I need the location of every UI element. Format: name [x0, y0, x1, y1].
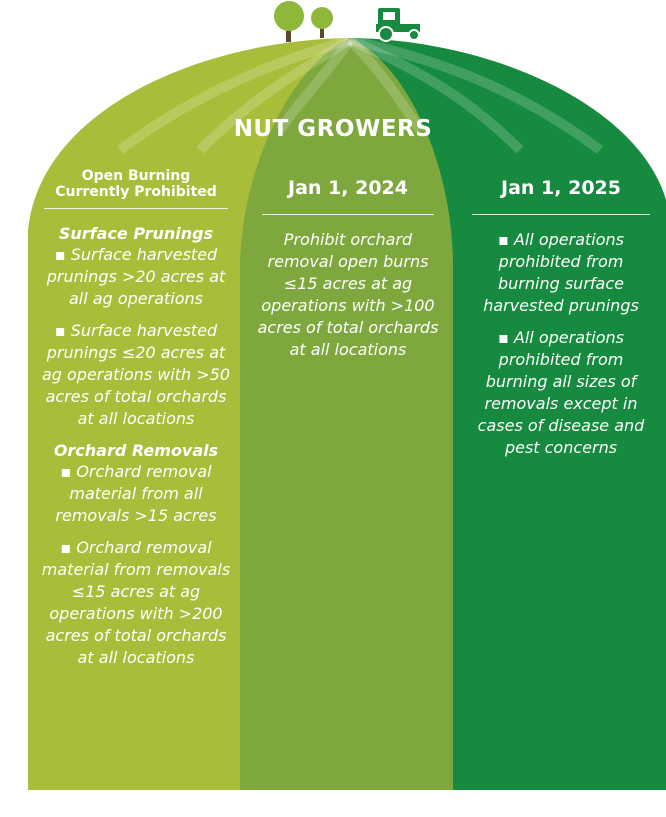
- column-heading: Jan 1, 2025: [472, 168, 650, 215]
- text-block: Surface Prunings▪ Surface harvested prun…: [38, 223, 234, 430]
- text-block: ▪ All operations prohibited from burning…: [466, 229, 656, 459]
- subheading: Orchard Removals: [38, 440, 234, 461]
- title: NUT GROWERS: [0, 116, 666, 142]
- text-block: Orchard Removals▪ Orchard removal materi…: [38, 440, 234, 669]
- column: Jan 1, 2024 Prohibit orchard removal open…: [256, 168, 440, 371]
- item-text: Prohibit orchard removal open burns ≤15 …: [256, 229, 440, 361]
- tractor-icon: [376, 8, 420, 41]
- infographic: NUT GROWERS Open Burning Currently Prohi…: [0, 0, 666, 817]
- column: Open Burning Currently Prohibited Surface…: [38, 168, 234, 679]
- item-text: ▪ Surface harvested prunings >20 acres a…: [38, 244, 234, 310]
- item-text: ▪ Surface harvested prunings ≤20 acres a…: [38, 320, 234, 430]
- item-text: ▪ Orchard removal material from all remo…: [38, 461, 234, 527]
- item-text: ▪ Orchard removal material from removals…: [38, 537, 234, 669]
- subheading: Surface Prunings: [38, 223, 234, 244]
- item-text: ▪ All operations prohibited from burning…: [466, 327, 656, 459]
- item-text: ▪ All operations prohibited from burning…: [466, 229, 656, 317]
- column-heading: Jan 1, 2024: [262, 168, 434, 215]
- trees-icon: [274, 1, 333, 42]
- column: Jan 1, 2025 ▪ All operations prohibited f…: [466, 168, 656, 469]
- column-heading: Open Burning Currently Prohibited: [44, 168, 228, 209]
- text-block: Prohibit orchard removal open burns ≤15 …: [256, 229, 440, 361]
